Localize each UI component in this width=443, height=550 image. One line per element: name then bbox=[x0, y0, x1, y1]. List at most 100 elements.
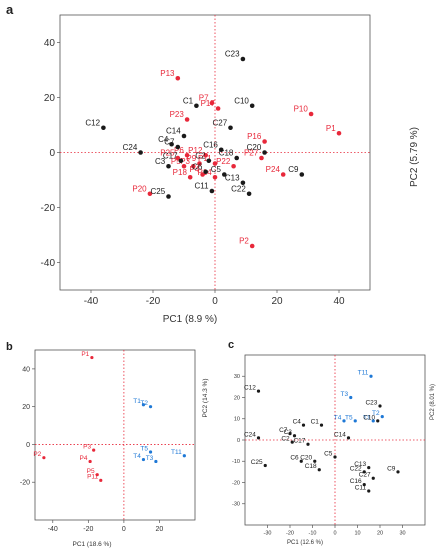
data-point-T4 bbox=[342, 419, 346, 423]
x-tick-label: 0 bbox=[333, 531, 336, 537]
data-label: C16 bbox=[203, 140, 218, 149]
data-point-C3 bbox=[292, 434, 297, 438]
data-point-C2 bbox=[206, 158, 212, 164]
data-label: C22 bbox=[231, 184, 246, 193]
data-point-T2 bbox=[380, 415, 384, 419]
data-label: T1 bbox=[363, 414, 371, 421]
data-label: C9 bbox=[288, 165, 299, 174]
data-label: P4 bbox=[80, 455, 88, 462]
data-point-C2 bbox=[290, 440, 294, 444]
y-tick-label: 40 bbox=[44, 38, 56, 49]
x-tick-label: 0 bbox=[212, 296, 218, 307]
y-tick-label: -20 bbox=[20, 480, 30, 487]
y-axis-label: PC2 (14.3 %) bbox=[202, 378, 209, 417]
data-point-C16 bbox=[218, 147, 224, 153]
data-label: C6 bbox=[290, 455, 299, 462]
data-label: C7 bbox=[279, 427, 288, 434]
data-point-C5 bbox=[222, 172, 227, 177]
data-point-P9 bbox=[197, 161, 202, 166]
data-point-T1 bbox=[371, 419, 375, 423]
data-point-C22 bbox=[246, 191, 252, 197]
data-label: C13 bbox=[225, 173, 240, 182]
data-label: P5 bbox=[87, 468, 95, 475]
x-tick-label: 0 bbox=[122, 526, 126, 533]
data-label: C4 bbox=[158, 135, 169, 144]
data-point-P3 bbox=[92, 448, 96, 452]
data-label: C27 bbox=[359, 472, 371, 479]
data-label: C18 bbox=[219, 149, 234, 158]
data-point-C10 bbox=[249, 103, 255, 109]
data-point-T11 bbox=[182, 454, 186, 458]
data-point-P25 bbox=[175, 155, 181, 161]
data-point-C12 bbox=[101, 125, 106, 131]
data-label: C12 bbox=[85, 118, 100, 127]
data-label: P27 bbox=[244, 149, 259, 158]
x-tick-label: -40 bbox=[48, 526, 58, 533]
y-tick-label: 20 bbox=[44, 93, 56, 104]
data-point-P11 bbox=[99, 478, 103, 482]
data-label: P24 bbox=[266, 165, 281, 174]
data-label: C7 bbox=[164, 138, 175, 147]
data-point-C6 bbox=[299, 459, 303, 463]
panel-b: b -40 -20 0 20 -20 0 20 40 PC1 (18.6 %) PC2 (14.3 … bbox=[6, 341, 209, 548]
x-tick-label: -20 bbox=[83, 526, 93, 533]
data-label: P2 bbox=[239, 237, 249, 246]
data-label: C14 bbox=[334, 431, 346, 438]
x-tick-label: 20 bbox=[271, 296, 283, 307]
data-point-C23 bbox=[378, 404, 382, 408]
data-point-C14 bbox=[181, 133, 187, 139]
data-point-C25 bbox=[263, 463, 267, 468]
data-point-T1 bbox=[141, 403, 146, 407]
series-1: T1 T2 T5 T11 T4 T3 bbox=[133, 398, 186, 464]
data-label: C23 bbox=[365, 399, 377, 406]
data-label: T2 bbox=[140, 400, 148, 407]
data-point-P20 bbox=[147, 191, 153, 197]
data-point-P22 bbox=[231, 163, 236, 169]
data-label: C24 bbox=[244, 431, 256, 438]
data-point-T11 bbox=[369, 374, 373, 378]
data-point-P23 bbox=[184, 117, 190, 122]
x-tick-label: -40 bbox=[84, 296, 99, 307]
y-tick-label: 0 bbox=[49, 148, 55, 159]
data-point-C13 bbox=[240, 180, 246, 186]
data-point-P5 bbox=[181, 163, 187, 169]
data-label: C20 bbox=[247, 143, 262, 152]
data-label: C17 bbox=[163, 151, 178, 160]
y-tick-label: 10 bbox=[234, 417, 240, 423]
data-point-C25 bbox=[166, 194, 171, 199]
x-tick-label: -30 bbox=[264, 531, 272, 537]
data-label: C1 bbox=[183, 96, 194, 105]
y-tick-label: -30 bbox=[232, 502, 240, 508]
data-label: C25 bbox=[151, 187, 166, 196]
data-label: C5 bbox=[324, 450, 333, 457]
data-label: P12 bbox=[188, 146, 203, 155]
panel-a: a -40 -20 0 20 40 -40 -20 0 20 40 PC1 (8.9 %) PC2 (5… bbox=[6, 2, 420, 325]
data-label: C11 bbox=[355, 484, 367, 491]
data-point-C7 bbox=[288, 432, 292, 436]
data-point-C23 bbox=[240, 56, 246, 62]
data-point-C11 bbox=[209, 188, 215, 194]
data-point-C3 bbox=[166, 163, 171, 169]
data-label: C20 bbox=[300, 455, 312, 462]
data-point-P2 bbox=[42, 456, 46, 460]
data-label: P25 bbox=[160, 149, 175, 158]
data-label: C6 bbox=[192, 162, 203, 171]
data-point-T3 bbox=[154, 459, 158, 464]
data-label: C17 bbox=[293, 438, 305, 445]
data-label: P11 bbox=[198, 154, 212, 163]
data-point-C17 bbox=[178, 158, 184, 164]
data-point-T5 bbox=[148, 450, 153, 454]
data-label: T4 bbox=[133, 453, 141, 460]
plot-frame bbox=[34, 349, 196, 521]
data-label: C3 bbox=[155, 157, 166, 166]
data-point-C1 bbox=[194, 103, 199, 109]
data-point-C20 bbox=[262, 150, 267, 155]
data-point-T4 bbox=[141, 457, 146, 462]
data-label: P1 bbox=[326, 124, 336, 133]
data-label: C25 bbox=[251, 459, 263, 466]
